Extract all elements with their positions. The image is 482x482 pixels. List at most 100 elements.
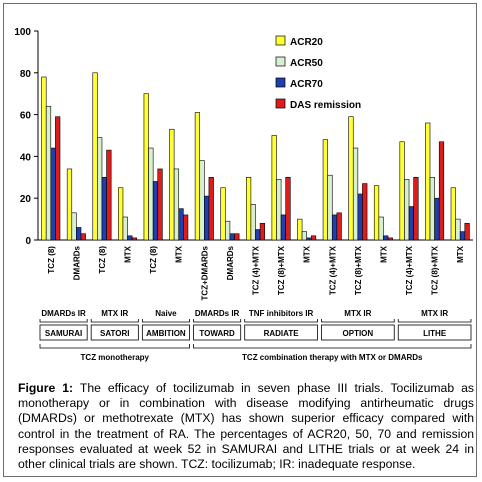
- bar-acr70: [331, 214, 338, 241]
- bar-acr20: [194, 112, 201, 241]
- bar-acr50: [122, 216, 128, 241]
- bar-acr20: [425, 122, 431, 241]
- caption-text: The efficacy of tocilizumab in seven pha…: [18, 381, 474, 472]
- trial-label: TOWARD: [199, 329, 235, 338]
- population-label: MTX IR: [421, 309, 448, 318]
- trial-box: [141, 324, 190, 341]
- bar-acr50: [225, 220, 231, 241]
- bar-acr70: [280, 214, 286, 241]
- trial-box: [244, 324, 318, 341]
- x-tick-label: MTX: [456, 245, 465, 263]
- bar-acr50: [429, 177, 435, 241]
- population-bracket: [141, 319, 190, 323]
- bar-acr70: [76, 227, 82, 241]
- y-tick-label: 100: [14, 27, 31, 38]
- bar-acr50: [71, 212, 77, 241]
- supergroup-bracket: [39, 344, 190, 349]
- bar-acr20: [118, 187, 124, 241]
- supergroup-bracket: [193, 344, 472, 349]
- bar-acr70: [152, 181, 159, 241]
- legend-swatch: [275, 98, 286, 109]
- legend: ACR20 ACR50 ACR70 DAS remission: [275, 35, 361, 111]
- bar-acr50: [352, 147, 359, 241]
- x-tick-label: TCZ (8): [149, 246, 158, 274]
- bar-acr50: [97, 137, 103, 241]
- x-tick-label: DMARDs: [72, 245, 81, 280]
- bar-acr50: [148, 147, 154, 241]
- population-bracket: [90, 319, 139, 323]
- x-tick-label: MTX: [124, 245, 133, 263]
- x-tick-label: MTX: [303, 245, 312, 263]
- trial-label: SATORI: [100, 329, 129, 338]
- bar-acr70: [383, 235, 389, 241]
- y-tick-label: 20: [20, 194, 32, 205]
- bar-acr20: [169, 128, 175, 241]
- population-bracket: [244, 319, 318, 323]
- supergroup-label: TCZ combination therapy with MTX or DMAR…: [242, 353, 423, 362]
- legend-label: DAS remission: [290, 100, 361, 111]
- supergroup-label: TCZ monotherapy: [81, 353, 150, 362]
- bar-das-remission: [157, 168, 163, 241]
- bar-das-remission: [387, 237, 393, 241]
- population-label: DMARDs IR: [195, 309, 240, 318]
- x-tick-label: MTX: [379, 245, 388, 263]
- bar-das-remission: [285, 177, 291, 241]
- legend-label: ACR70: [290, 79, 323, 90]
- caption-figure-label: Figure 1:: [18, 381, 74, 395]
- x-tick-label: TCZ (8): [98, 246, 107, 274]
- bar-acr70: [50, 147, 56, 241]
- legend-swatch: [275, 77, 286, 88]
- population-bracket: [397, 319, 472, 323]
- figure-frame: 0 20 40 60 80 100 TCZ (8) DMARDs TCZ (8) MTX TCZ …: [3, 3, 477, 477]
- bar-acr70: [229, 233, 235, 241]
- bar-acr50: [301, 231, 307, 241]
- population-label: DMARDs IR: [41, 309, 86, 318]
- bar-acr50: [276, 179, 282, 241]
- bar-das-remission: [464, 222, 470, 241]
- x-tick-label: TCZ (4)+MTX: [328, 245, 337, 295]
- bar-acr70: [306, 237, 312, 241]
- chart-bars: [41, 72, 470, 241]
- bar-acr20: [348, 116, 354, 241]
- bar-das-remission: [438, 141, 445, 241]
- trial-box: [321, 324, 395, 341]
- bar-acr50: [378, 216, 384, 241]
- bar-acr70: [357, 193, 363, 241]
- bar-acr20: [143, 93, 149, 241]
- bar-acr20: [246, 177, 252, 241]
- bar-acr70: [127, 235, 133, 241]
- x-tick-label: TCZ (8): [47, 246, 56, 274]
- bar-acr20: [297, 218, 303, 241]
- population-label: MTX IR: [344, 309, 371, 318]
- trial-box: [39, 324, 88, 341]
- bar-das-remission: [55, 116, 61, 241]
- population-bracket: [193, 319, 242, 323]
- x-tick-label: DMARDs: [226, 245, 235, 280]
- bar-acr50: [45, 105, 52, 241]
- y-tick-label: 60: [20, 111, 32, 122]
- group-annotations: DMARDs IR SAMURAI MTX IR SATORI Naive AMBITIO…: [39, 309, 472, 362]
- bar-acr50: [327, 174, 333, 241]
- trial-label: RADIATE: [264, 329, 300, 338]
- bar-das-remission: [183, 214, 189, 241]
- bar-acr50: [404, 179, 410, 241]
- bar-das-remission: [106, 149, 112, 241]
- bar-acr20: [399, 141, 405, 241]
- population-label: Naive: [155, 309, 177, 318]
- bar-acr70: [178, 208, 184, 241]
- bar-acr50: [199, 160, 205, 241]
- bar-acr20: [322, 139, 328, 241]
- y-tick-label: 80: [20, 69, 32, 80]
- bar-acr70: [204, 195, 210, 241]
- bar-acr70: [101, 177, 107, 241]
- y-tick-label: 40: [20, 152, 32, 163]
- legend-label: ACR20: [290, 37, 323, 48]
- figure-caption: Figure 1: The efficacy of tocilizumab in…: [18, 381, 474, 472]
- bar-acr20: [92, 72, 98, 241]
- bar-das-remission: [310, 235, 317, 241]
- bar-das-remission: [234, 233, 240, 241]
- bar-acr50: [250, 204, 256, 241]
- bar-acr70: [255, 229, 261, 241]
- x-tick-label: TCZ (8)+MTX: [354, 245, 363, 295]
- population-label: TNF inhibitors IR: [249, 309, 314, 318]
